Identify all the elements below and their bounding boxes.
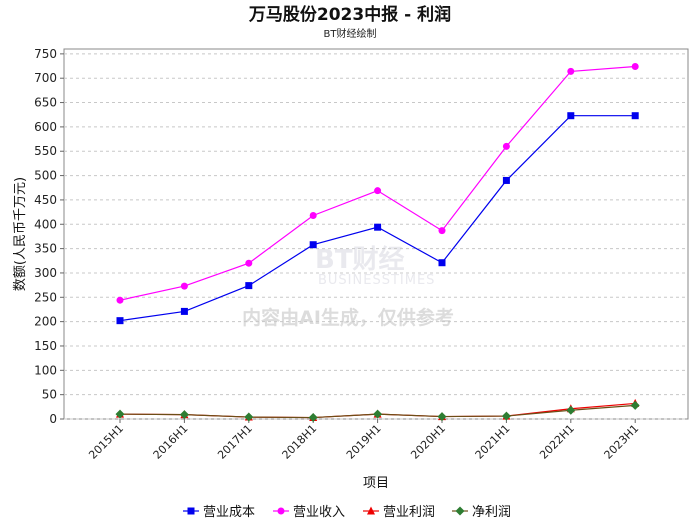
y-tick-label: 750: [34, 47, 57, 61]
y-tick-label: 350: [34, 242, 57, 256]
y-tick-label: 550: [34, 144, 57, 158]
data-point: [179, 410, 189, 420]
chart-title: 万马股份2023中报 - 利润: [248, 4, 451, 25]
y-tick-label: 0: [49, 412, 57, 426]
data-point: [631, 63, 639, 71]
data-point: [309, 241, 317, 249]
legend-item: 净利润: [452, 505, 511, 520]
y-tick-label: 600: [34, 120, 57, 134]
data-point: [308, 413, 318, 423]
y-tick-label: 150: [34, 339, 57, 353]
series-layer: [115, 63, 640, 423]
data-point: [245, 282, 253, 290]
x-tick-label: 2019H1: [344, 422, 384, 462]
x-tick-label: 2015H1: [86, 422, 126, 462]
legend-label: 营业收入: [293, 505, 345, 520]
series-4: [115, 400, 640, 423]
y-tick-label: 250: [34, 290, 57, 304]
series-line: [119, 115, 636, 322]
legend-swatch-marker: [367, 506, 375, 515]
data-point: [566, 405, 576, 415]
legend-item: 营业收入: [273, 505, 345, 520]
data-point: [374, 187, 382, 195]
x-tick-label: 2016H1: [151, 422, 191, 462]
data-point: [309, 212, 317, 219]
watermark-brand-en: BUSINESSTIMES: [318, 273, 435, 288]
data-point: [502, 176, 510, 184]
data-point: [115, 409, 125, 419]
data-point: [438, 259, 446, 267]
data-point: [631, 112, 639, 120]
data-point: [630, 400, 640, 410]
x-tick-label: 2023H1: [602, 422, 642, 462]
plot-frame: [63, 48, 689, 420]
legend-swatch-marker: [187, 507, 195, 515]
y-tick-label: 500: [34, 169, 57, 183]
data-point: [501, 411, 511, 421]
y-tick-label: 450: [34, 193, 57, 207]
watermark-brand: BT财经: [315, 244, 405, 275]
legend: 营业成本 营业收入 营业利润 净利润: [183, 505, 511, 520]
y-tick-label: 700: [34, 71, 57, 85]
legend-swatch-marker: [277, 507, 285, 515]
y-tick-label: 300: [34, 266, 57, 280]
legend-item: 营业成本: [183, 505, 255, 520]
data-point: [374, 223, 382, 231]
watermark: BT财经 BUSINESSTIMES 内容由AI生成，仅供参考: [242, 244, 454, 329]
legend-item: 营业利润: [363, 505, 435, 520]
x-tick-label: 2017H1: [215, 422, 255, 462]
x-axis-label: 项目: [363, 476, 389, 491]
series-1: [116, 112, 639, 325]
data-point: [502, 142, 510, 150]
x-tick-label: 2020H1: [408, 422, 448, 462]
y-axis-ticks: 0 50 100 150 200 250 300 350 400 450 500 550 600 650 7…: [34, 47, 64, 426]
data-point: [245, 259, 253, 267]
y-tick-label: 200: [34, 315, 57, 329]
y-axis-label: 数额(人民币千万元): [13, 177, 28, 291]
data-point: [116, 296, 124, 304]
data-point: [116, 317, 124, 325]
legend-label: 营业成本: [203, 505, 255, 520]
legend-label: 营业利润: [383, 505, 435, 520]
series-2: [116, 63, 639, 304]
y-tick-label: 100: [34, 363, 57, 377]
y-tick-label: 50: [42, 388, 57, 402]
grid-lines: [64, 53, 688, 420]
data-point: [438, 227, 446, 235]
chart-subtitle: BT财经绘制: [324, 27, 377, 40]
data-point: [244, 412, 254, 422]
x-axis-ticks: 2015H1 2016H1 2017H1 2018H1 2019H1 2020H1 2021…: [86, 419, 641, 462]
x-tick-label: 2022H1: [537, 422, 577, 462]
data-point: [567, 67, 575, 75]
legend-label: 净利润: [472, 505, 511, 520]
data-point: [180, 307, 188, 315]
y-tick-label: 650: [34, 96, 57, 110]
data-point: [373, 409, 383, 419]
data-point: [567, 112, 575, 120]
data-point: [437, 412, 447, 422]
watermark-note: 内容由AI生成，仅供参考: [242, 306, 454, 329]
x-tick-label: 2018H1: [280, 422, 320, 462]
data-point: [180, 282, 188, 290]
legend-swatch-marker: [455, 506, 465, 516]
x-tick-label: 2021H1: [473, 422, 513, 462]
y-tick-label: 400: [34, 217, 57, 231]
